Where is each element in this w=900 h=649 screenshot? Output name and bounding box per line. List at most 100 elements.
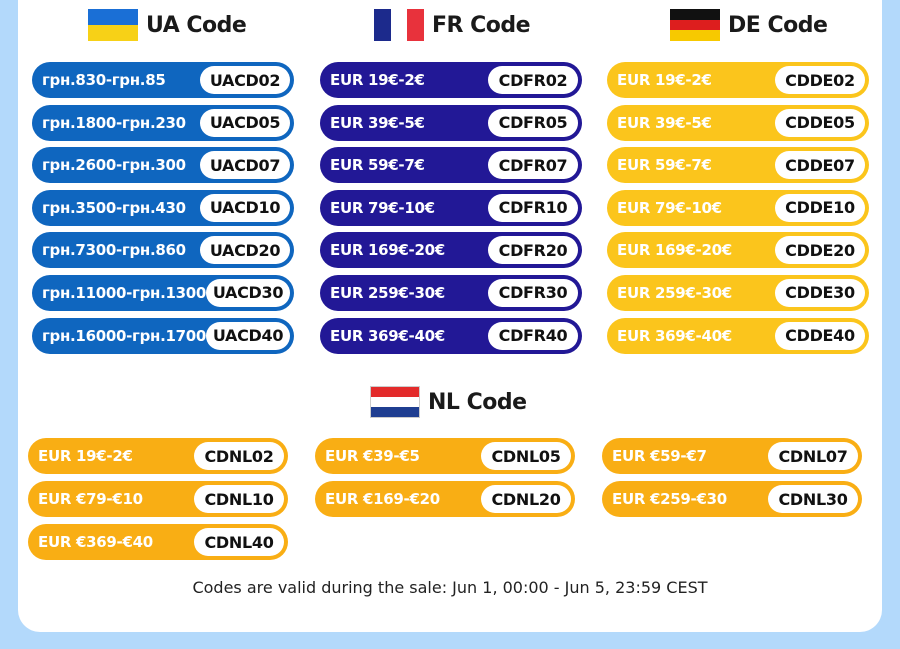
germany-flag-icon (670, 9, 720, 42)
price-range: EUR 369€-40€ (330, 326, 445, 345)
coupon-pill[interactable]: EUR 259€-30€ CDFR30 (320, 274, 582, 311)
coupon-code[interactable]: CDFR30 (488, 278, 578, 307)
price-range: EUR 39€-5€ (330, 113, 425, 132)
coupon-code[interactable]: CDNL30 (768, 485, 858, 513)
coupon-code[interactable]: UACD40 (206, 321, 290, 350)
de-header: DE Code (670, 9, 828, 42)
coupon-code[interactable]: CDDE10 (775, 193, 865, 222)
price-range: EUR 59€-7€ (617, 156, 712, 175)
coupon-code[interactable]: UACD05 (200, 108, 290, 137)
coupon-code[interactable]: CDFR40 (488, 321, 578, 350)
coupon-pill[interactable]: EUR 19€-2€ CDFR02 (320, 62, 582, 98)
coupon-pill[interactable]: грн.3500-грн.430 UACD10 (32, 189, 294, 226)
coupon-pill[interactable]: EUR €369-€40 CDNL40 (28, 524, 288, 560)
price-range: грн.830-грн.85 (42, 71, 166, 89)
coupon-code[interactable]: UACD30 (206, 278, 290, 307)
coupon-pill[interactable]: грн.7300-грн.860 UACD20 (32, 232, 294, 269)
coupon-code[interactable]: UACD20 (200, 236, 290, 265)
price-range: EUR 169€-20€ (330, 241, 445, 260)
nl-header-label: NL Code (428, 389, 527, 415)
coupon-pill[interactable]: EUR €59-€7 CDNL07 (602, 438, 862, 474)
nl-code-list-col1: EUR 19€-2€ CDNL02 EUR €79-€10 CDNL10 EUR €36… (28, 438, 288, 567)
price-range: грн.2600-грн.300 (42, 156, 186, 175)
price-range: грн.7300-грн.860 (42, 241, 186, 260)
coupon-code[interactable]: CDDE05 (775, 108, 865, 137)
price-range: EUR €169-€20 (325, 490, 440, 508)
nl-code-list-col3: EUR €59-€7 CDNL07 EUR €259-€30 CDNL30 (602, 438, 862, 524)
price-range: EUR 19€-2€ (617, 71, 712, 89)
price-range: EUR €259-€30 (612, 490, 727, 508)
coupon-code[interactable]: UACD10 (200, 193, 290, 222)
coupon-code[interactable]: CDNL40 (194, 528, 284, 556)
coupon-code[interactable]: CDNL05 (481, 442, 571, 470)
ua-header-label: UA Code (146, 12, 247, 38)
nl-code-list-col2: EUR €39-€5 CDNL05 EUR €169-€20 CDNL20 (315, 438, 575, 524)
coupon-pill[interactable]: EUR 19€-2€ CDDE02 (607, 62, 869, 98)
coupon-pill[interactable]: грн.2600-грн.300 UACD07 (32, 147, 294, 184)
coupon-pill[interactable]: EUR 59€-7€ CDFR07 (320, 147, 582, 184)
coupon-pill[interactable]: EUR 79€-10€ CDFR10 (320, 189, 582, 226)
coupon-pill[interactable]: EUR 39€-5€ CDDE05 (607, 104, 869, 141)
coupon-code[interactable]: CDDE20 (775, 236, 865, 265)
price-range: EUR 79€-10€ (330, 198, 435, 217)
ua-code-list: грн.830-грн.85 UACD02 грн.1800-грн.230 UACD… (32, 62, 294, 360)
coupon-pill[interactable]: EUR 79€-10€ CDDE10 (607, 189, 869, 226)
coupon-pill[interactable]: грн.11000-грн.1300 UACD30 (32, 274, 294, 311)
coupon-code[interactable]: CDFR07 (488, 151, 578, 180)
coupon-code[interactable]: CDNL10 (194, 485, 284, 513)
coupon-pill[interactable]: EUR €169-€20 CDNL20 (315, 481, 575, 517)
netherlands-flag-icon (370, 386, 420, 418)
validity-note: Codes are valid during the sale: Jun 1, … (192, 578, 708, 597)
price-range: грн.1800-грн.230 (42, 113, 186, 132)
coupon-code[interactable]: CDDE30 (775, 278, 865, 307)
coupon-code[interactable]: CDNL20 (481, 485, 571, 513)
coupon-pill[interactable]: EUR 369€-40€ CDDE40 (607, 317, 869, 354)
coupon-pill[interactable]: грн.16000-грн.1700 UACD40 (32, 317, 294, 354)
price-range: EUR 259€-30€ (617, 283, 732, 302)
coupon-code[interactable]: CDFR20 (488, 236, 578, 265)
nl-header: NL Code (370, 386, 527, 418)
france-flag-icon (374, 9, 425, 41)
coupon-code[interactable]: CDFR10 (488, 193, 578, 222)
price-range: EUR 169€-20€ (617, 241, 732, 260)
price-range: EUR €369-€40 (38, 533, 153, 551)
price-range: грн.11000-грн.1300 (42, 283, 207, 302)
coupon-pill[interactable]: EUR 259€-30€ CDDE30 (607, 274, 869, 311)
coupon-code[interactable]: CDNL02 (194, 442, 284, 470)
price-range: грн.3500-грн.430 (42, 198, 186, 217)
coupon-pill[interactable]: грн.1800-грн.230 UACD05 (32, 104, 294, 141)
price-range: EUR 19€-2€ (38, 447, 133, 465)
coupon-pill[interactable]: EUR 169€-20€ CDFR20 (320, 232, 582, 269)
price-range: EUR €39-€5 (325, 447, 420, 465)
price-range: EUR 79€-10€ (617, 198, 722, 217)
coupon-code[interactable]: CDDE02 (775, 66, 865, 94)
coupon-code[interactable]: CDNL07 (768, 442, 858, 470)
coupon-pill[interactable]: EUR 19€-2€ CDNL02 (28, 438, 288, 474)
coupon-pill[interactable]: EUR 369€-40€ CDFR40 (320, 317, 582, 354)
de-header-label: DE Code (728, 12, 828, 38)
fr-code-list: EUR 19€-2€ CDFR02 EUR 39€-5€ CDFR05 EUR 59€-… (320, 62, 582, 360)
coupon-code[interactable]: CDDE40 (775, 321, 865, 350)
price-range: грн.16000-грн.1700 (42, 326, 207, 345)
coupon-pill[interactable]: EUR €259-€30 CDNL30 (602, 481, 862, 517)
coupon-code[interactable]: CDDE07 (775, 151, 865, 180)
price-range: EUR 259€-30€ (330, 283, 445, 302)
price-range: EUR 19€-2€ (330, 71, 425, 89)
coupon-pill[interactable]: EUR 39€-5€ CDFR05 (320, 104, 582, 141)
coupon-code[interactable]: CDFR02 (488, 66, 578, 94)
price-range: EUR 39€-5€ (617, 113, 712, 132)
de-code-list: EUR 19€-2€ CDDE02 EUR 39€-5€ CDDE05 EUR 59€-… (607, 62, 869, 360)
coupon-code[interactable]: CDFR05 (488, 108, 578, 137)
ukraine-flag-icon (88, 9, 138, 41)
coupon-pill[interactable]: EUR €79-€10 CDNL10 (28, 481, 288, 517)
price-range: EUR 59€-7€ (330, 156, 425, 175)
price-range: EUR €79-€10 (38, 490, 143, 508)
coupon-pill[interactable]: EUR 59€-7€ CDDE07 (607, 147, 869, 184)
ua-header: UA Code (88, 9, 247, 41)
coupon-pill[interactable]: грн.830-грн.85 UACD02 (32, 62, 294, 98)
coupon-pill[interactable]: EUR 169€-20€ CDDE20 (607, 232, 869, 269)
coupon-code[interactable]: UACD02 (200, 66, 290, 94)
coupon-code[interactable]: UACD07 (200, 151, 290, 180)
coupon-pill[interactable]: EUR €39-€5 CDNL05 (315, 438, 575, 474)
price-range: EUR 369€-40€ (617, 326, 732, 345)
